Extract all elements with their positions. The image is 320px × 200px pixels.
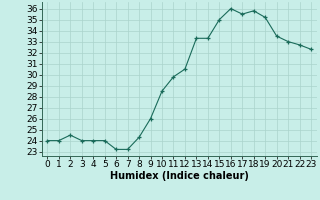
- X-axis label: Humidex (Indice chaleur): Humidex (Indice chaleur): [110, 171, 249, 181]
